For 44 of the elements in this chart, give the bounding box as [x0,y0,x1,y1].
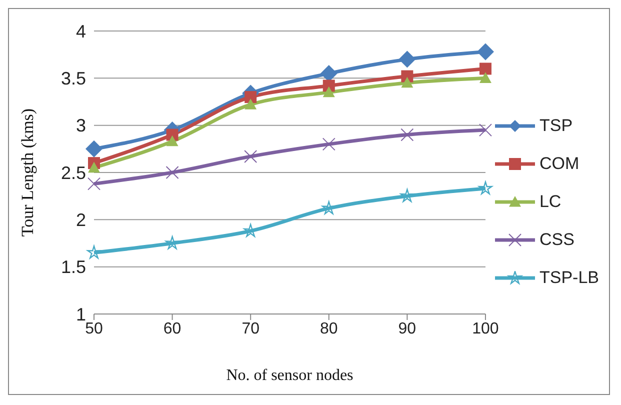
point [322,86,335,98]
point [322,201,336,214]
legend-label: TSP-LB [539,268,599,288]
point [479,72,492,83]
y-axis-title: Tour Length (kms) [18,108,38,237]
x-tick-label: 100 [472,320,499,338]
point [244,91,257,104]
point [244,150,258,163]
legend-label: CSS [539,230,574,250]
point [476,43,494,60]
point [400,188,414,202]
y-tick-label: 1 [76,304,86,324]
point [320,64,338,82]
y-tick-label: 1.5 [60,257,86,278]
point [322,138,336,151]
y-tick-label: 2 [76,210,86,230]
x-tick-label: 80 [320,320,338,338]
point [479,62,492,75]
y-tick-label: 3 [76,116,86,136]
legend-label: LC [539,192,562,212]
y-tick-label: 2.5 [60,162,86,183]
point [87,245,101,259]
point [86,140,102,158]
point [478,124,492,137]
point [401,76,414,88]
point [398,50,416,68]
x-tick-label: 60 [163,320,182,338]
point [244,224,258,237]
y-tick-label: 4 [76,21,86,42]
y-tick-label: 3.5 [60,68,86,89]
x-tick-label: 50 [85,320,103,338]
point [88,162,100,173]
point [478,181,492,194]
point [244,98,257,110]
point [165,236,180,250]
point [400,128,414,142]
point [166,135,178,146]
x-tick-label: 70 [242,320,260,338]
x-tick-label: 90 [398,320,416,338]
legend-label: COM [539,154,580,174]
point [166,166,179,179]
point [88,177,100,190]
x-axis-title: No. of sensor nodes [226,367,354,384]
legend-label: TSP [539,116,573,136]
